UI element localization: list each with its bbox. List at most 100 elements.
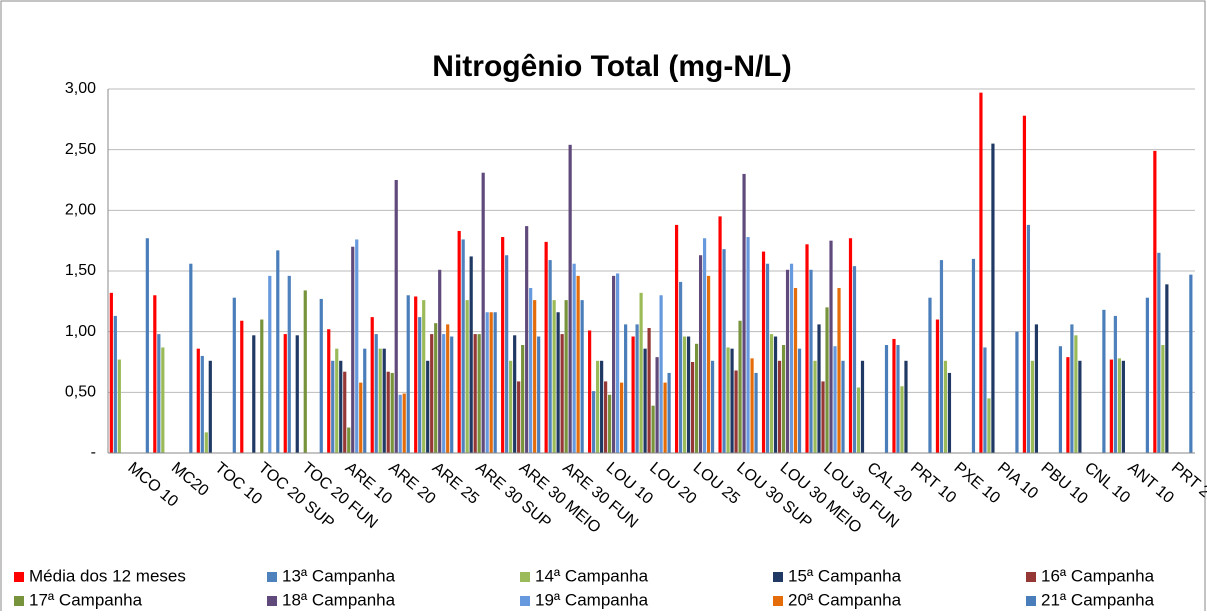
bar [761, 251, 766, 453]
bar [493, 312, 497, 453]
bar [848, 238, 853, 453]
legend-label: 15ª Campanha [788, 566, 902, 585]
y-tick-label: - [91, 444, 96, 461]
bar [690, 362, 695, 453]
legend-label: 16ª Campanha [1041, 566, 1155, 585]
bar [208, 360, 212, 453]
bar [987, 398, 991, 453]
bar [1157, 252, 1161, 453]
bar [730, 348, 734, 453]
bar [189, 263, 193, 453]
bar [884, 345, 889, 453]
bar [339, 360, 343, 453]
legend-label: 19ª Campanha [535, 590, 649, 609]
y-tick-label: 2,50 [65, 141, 96, 158]
bar [616, 273, 620, 453]
bar [382, 348, 386, 453]
bar [631, 336, 635, 453]
bar [430, 334, 434, 453]
bar [426, 360, 430, 453]
bar [418, 317, 422, 453]
bar [647, 328, 651, 453]
bar [939, 260, 944, 453]
bar [738, 320, 742, 453]
legend-swatch [14, 572, 24, 582]
bar [821, 381, 825, 453]
bar [351, 246, 355, 453]
bar [398, 394, 402, 453]
legend-label: 17ª Campanha [29, 590, 143, 609]
bar [833, 346, 837, 453]
legend-label: 21ª Campanha [1041, 590, 1155, 609]
bar [509, 360, 513, 453]
bar [809, 269, 813, 453]
bar [303, 290, 307, 453]
bar [533, 300, 537, 453]
bar [450, 336, 454, 453]
bar [283, 334, 287, 453]
bar [620, 382, 624, 453]
bar [841, 360, 845, 453]
bar [370, 317, 374, 453]
bar [667, 372, 671, 453]
bar [773, 336, 778, 453]
bar [501, 237, 505, 453]
bar [406, 295, 410, 453]
bar [560, 334, 564, 453]
bar [1153, 150, 1157, 453]
bar [157, 334, 161, 453]
bar [742, 173, 746, 453]
bar [702, 238, 707, 453]
bar [402, 393, 406, 453]
bar [1121, 360, 1125, 453]
legend-swatch [773, 572, 783, 582]
legend-label: 14ª Campanha [535, 566, 649, 585]
bar [852, 266, 857, 453]
bar [746, 237, 750, 453]
bar [537, 336, 541, 453]
bar [556, 312, 560, 453]
bar [113, 315, 117, 453]
bar [825, 307, 829, 453]
bar [525, 226, 529, 453]
bar [331, 360, 335, 453]
bar [363, 348, 367, 453]
bar [789, 263, 794, 453]
bar [343, 371, 347, 453]
bar [394, 180, 398, 453]
bar [769, 334, 774, 453]
bar [422, 300, 426, 453]
bar [572, 263, 576, 453]
bar [734, 370, 738, 453]
bar [856, 387, 861, 453]
legend-label: Média dos 12 meses [29, 566, 186, 585]
bar [651, 405, 655, 453]
bar [706, 275, 711, 453]
bar [576, 275, 580, 453]
bar [1109, 359, 1113, 453]
bar [200, 355, 204, 453]
bar [552, 300, 556, 453]
bar [928, 297, 932, 453]
bar [580, 300, 584, 453]
bar [805, 244, 809, 453]
bar [1189, 274, 1193, 453]
legend-label: 20ª Campanha [788, 590, 902, 609]
bar [517, 381, 521, 453]
bar [295, 335, 299, 453]
bar [568, 144, 572, 453]
bar [813, 360, 817, 453]
bar [386, 371, 390, 453]
bar [765, 263, 770, 453]
legend-swatch [1026, 572, 1036, 582]
bar [971, 258, 976, 453]
bar [674, 224, 679, 453]
bar [204, 432, 208, 453]
bar [196, 348, 200, 453]
legend-swatch [267, 596, 277, 606]
bar [319, 298, 323, 453]
bar [612, 275, 616, 453]
bar [1161, 345, 1165, 453]
bar [829, 240, 833, 453]
